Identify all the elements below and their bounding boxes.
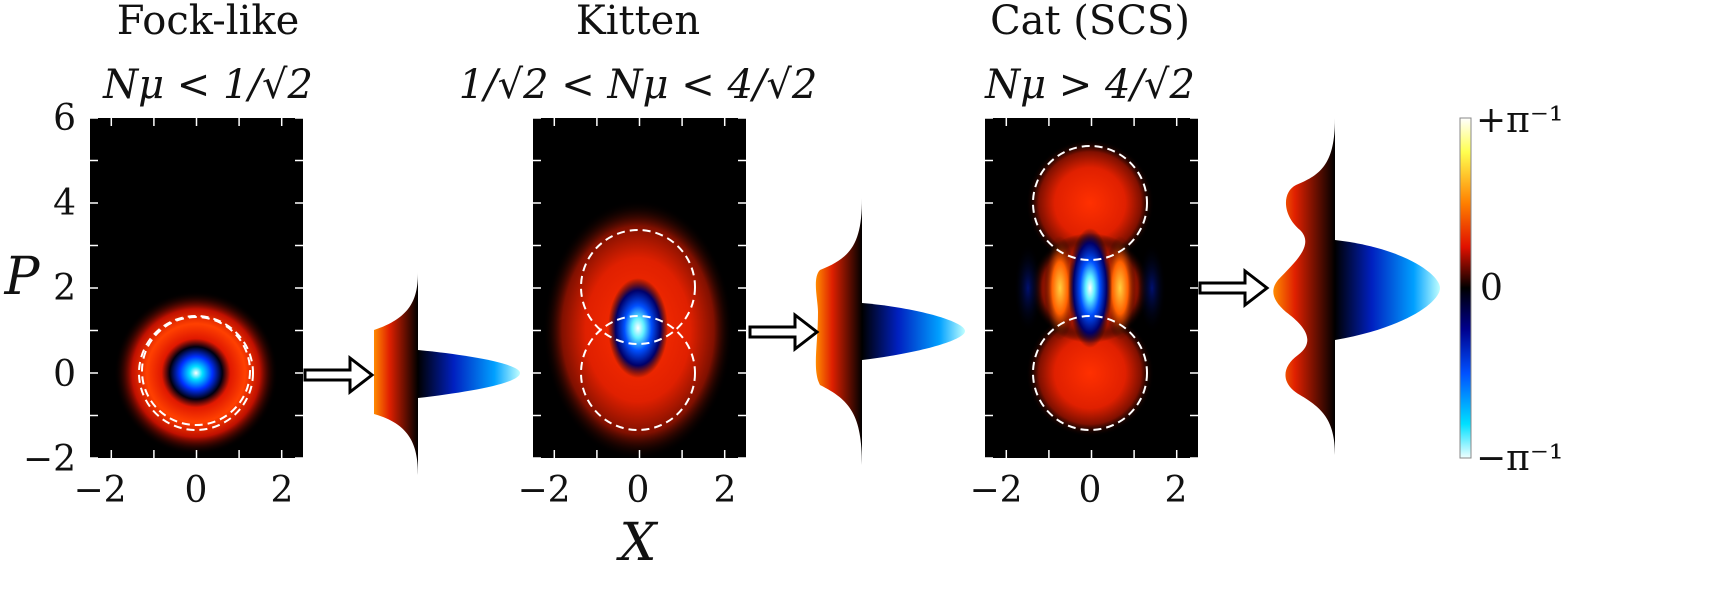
marginal-2-positive (815, 198, 862, 465)
marginal-2-negative (862, 303, 965, 360)
p3-x-tick-neg2: −2 (969, 470, 1022, 511)
panel1-subtitle: Nμ < 1/√2 (102, 62, 313, 108)
colorbar: +π⁻¹ 0 −π⁻¹ (1459, 100, 1563, 479)
panel2-heatmap (533, 118, 746, 458)
panel3-dashed-circle-lower (1032, 315, 1148, 431)
panel3-dashed-circle-upper (1032, 145, 1148, 261)
marginal-3-negative (1335, 240, 1440, 340)
y-tick-label-neg2: −2 (23, 439, 76, 480)
colorbar-min-label: −π⁻¹ (1476, 438, 1563, 479)
marginal-1-positive (374, 272, 418, 475)
y-tick-label-4: 4 (53, 183, 76, 224)
y-tick-label-0: 0 (53, 354, 76, 395)
x-axis-label: X (615, 513, 658, 573)
panel2-dashed-circle-upper (580, 229, 696, 345)
tick-marks (90, 117, 1198, 459)
p2-x-tick-neg2: −2 (517, 470, 570, 511)
p1-x-tick-neg2: −2 (73, 470, 126, 511)
y-axis-label: P (4, 247, 41, 307)
hollow-double-arrow-icon (303, 354, 375, 396)
hollow-double-arrow-icon (1198, 267, 1270, 309)
p1-x-tick-0: 0 (185, 470, 208, 511)
p3-x-tick-2: 2 (1165, 470, 1188, 511)
p2-x-tick-0: 0 (627, 470, 650, 511)
panel1-dashed-circle-b (141, 316, 251, 426)
marginal-1 (374, 272, 520, 475)
panel2-title: Kitten (576, 0, 700, 44)
panel3-subtitle: Nμ > 4/√2 (984, 62, 1195, 108)
y-tick-label-2: 2 (53, 268, 76, 309)
colorbar-mid-label: 0 (1480, 268, 1503, 309)
panel2-subtitle: 1/√2 < Nμ < 4/√2 (459, 62, 818, 108)
p2-x-tick-2: 2 (714, 470, 737, 511)
marginal-3 (1273, 118, 1440, 455)
p3-x-tick-0: 0 (1079, 470, 1102, 511)
y-tick-label-6: 6 (53, 98, 76, 139)
marginal-1-negative (418, 350, 520, 398)
panel3-title: Cat (SCS) (990, 0, 1190, 44)
panel3-heatmap (985, 118, 1198, 458)
marginal-2 (815, 198, 965, 465)
panel1-title: Fock-like (117, 0, 300, 44)
colorbar-max-label: +π⁻¹ (1476, 100, 1563, 141)
hollow-double-arrow-icon (748, 311, 820, 353)
p1-x-tick-2: 2 (271, 470, 294, 511)
panel2-dashed-circle-lower (580, 315, 696, 431)
panel1-heatmap (90, 118, 303, 458)
marginal-3-positive (1273, 118, 1335, 455)
panel1-dashed-circle-a (138, 315, 254, 431)
